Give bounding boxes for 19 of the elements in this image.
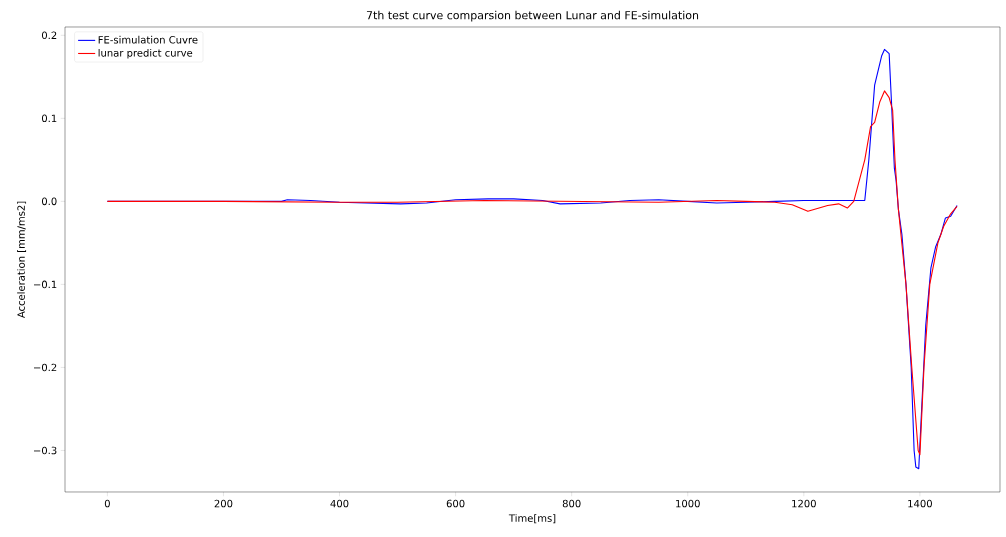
y-axis-title: Acceleration [mm/ms2] (17, 201, 27, 319)
y-tick-label: 0.1 (41, 114, 57, 123)
x-tick-label: 600 (446, 499, 465, 508)
x-tick-label: 400 (330, 499, 349, 508)
x-axis-title: Time[ms] (508, 514, 556, 524)
chart-title: 7th test curve comparsion between Lunar and FE-simulation (366, 10, 699, 22)
x-tick-label: 1200 (792, 499, 816, 508)
y-tick-label: 0.0 (41, 197, 57, 206)
y-tick-label: −0.3 (33, 446, 57, 455)
x-tick-label: 0 (104, 499, 110, 508)
x-tick-label: 800 (562, 499, 581, 508)
x-tick-label: 1400 (908, 499, 932, 508)
legend-label: lunar predict curve (98, 48, 193, 59)
y-tick-label: 0.2 (41, 31, 57, 40)
legend-label: FE-simulation Cuvre (98, 35, 198, 44)
x-tick-label: 200 (214, 499, 233, 508)
y-tick-label: −0.1 (33, 280, 57, 289)
x-tick-label: 1000 (676, 499, 700, 508)
y-tick-label: −0.2 (33, 363, 57, 372)
